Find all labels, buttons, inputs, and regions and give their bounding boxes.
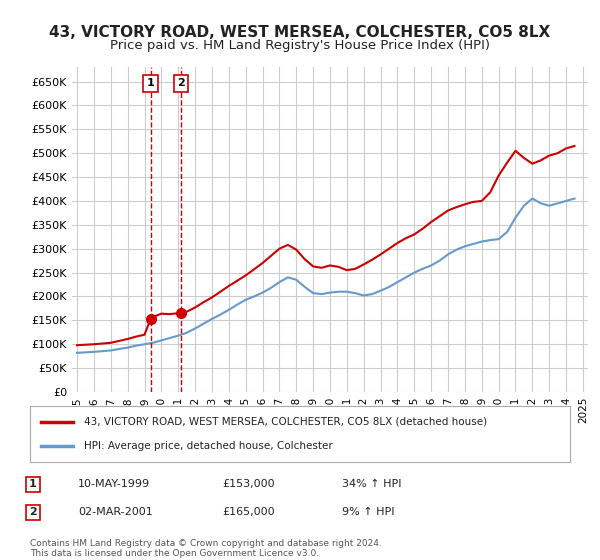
Text: £153,000: £153,000 — [222, 479, 275, 489]
Text: 1: 1 — [147, 78, 154, 88]
Text: 2: 2 — [177, 78, 185, 88]
Text: Price paid vs. HM Land Registry's House Price Index (HPI): Price paid vs. HM Land Registry's House … — [110, 39, 490, 52]
Text: 10-MAY-1999: 10-MAY-1999 — [78, 479, 150, 489]
Text: 2: 2 — [29, 507, 37, 517]
Text: 1: 1 — [29, 479, 37, 489]
Text: 43, VICTORY ROAD, WEST MERSEA, COLCHESTER, CO5 8LX: 43, VICTORY ROAD, WEST MERSEA, COLCHESTE… — [49, 25, 551, 40]
Text: HPI: Average price, detached house, Colchester: HPI: Average price, detached house, Colc… — [84, 441, 333, 451]
Text: 34% ↑ HPI: 34% ↑ HPI — [342, 479, 401, 489]
Text: 43, VICTORY ROAD, WEST MERSEA, COLCHESTER, CO5 8LX (detached house): 43, VICTORY ROAD, WEST MERSEA, COLCHESTE… — [84, 417, 487, 427]
Text: 9% ↑ HPI: 9% ↑ HPI — [342, 507, 395, 517]
Text: £165,000: £165,000 — [222, 507, 275, 517]
Text: Contains HM Land Registry data © Crown copyright and database right 2024.
This d: Contains HM Land Registry data © Crown c… — [30, 539, 382, 558]
Text: 02-MAR-2001: 02-MAR-2001 — [78, 507, 153, 517]
